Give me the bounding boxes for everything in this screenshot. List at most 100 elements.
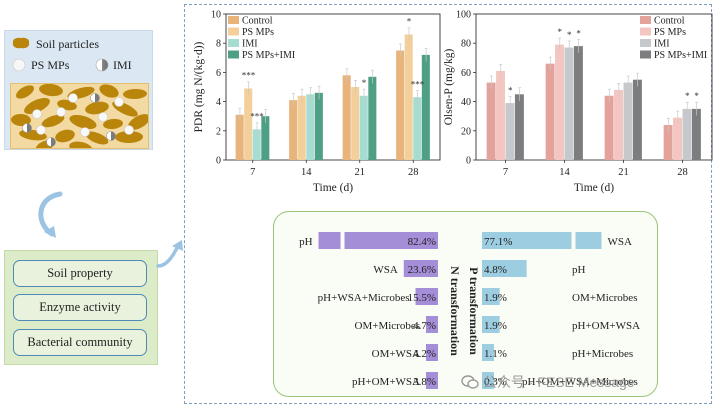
significance-mark: *: [694, 91, 699, 101]
n-bar-pH-part1: [318, 232, 341, 249]
n-value-label: 15.5%: [408, 292, 436, 304]
n-value-label: 4.7%: [413, 320, 436, 332]
ps-mp-particle: [56, 107, 66, 117]
significance-mark: *: [508, 85, 513, 95]
n-bar-pH+OM+WSA: [426, 372, 438, 389]
imi-particle-half: [51, 137, 56, 147]
bar-ps-mps-14: [297, 95, 306, 160]
soil-particle: [11, 113, 31, 127]
legend-swatch: [640, 50, 651, 59]
x-tick-label: 7: [250, 167, 255, 178]
ps-mp-particle: [36, 125, 46, 135]
factor-panel: Soil property Enzyme activity Bacterial …: [4, 250, 158, 365]
bar-ps-mps-21: [614, 89, 623, 160]
bar-control-21: [342, 75, 351, 160]
soil-particle: [24, 97, 50, 115]
bar-ps-mps-imi-14: [314, 92, 323, 160]
soil-particle: [69, 141, 93, 148]
legend-swatch: [640, 16, 651, 24]
x-tick-label: 14: [559, 167, 570, 178]
imi-particle-half: [111, 131, 116, 141]
x-axis-label: Time (d): [574, 182, 614, 194]
soil-particle: [103, 118, 123, 130]
bar-imi-21: [359, 95, 368, 160]
ps-mp-particle: [124, 125, 134, 135]
y-tick-label: 40: [461, 97, 471, 108]
n-bar-pH: [344, 232, 438, 249]
bar-imi-21: [623, 82, 633, 160]
bar-ps-mps-imi-28: [691, 108, 701, 160]
y-tick-label: 100: [456, 10, 471, 21]
legend-swatch: [640, 39, 651, 47]
x-tick-label: 7: [503, 167, 508, 178]
y-tick-label: 4: [216, 97, 221, 108]
n-bar-WSA: [403, 260, 438, 277]
p-value-label: 1.9%: [484, 320, 507, 332]
p-factor-label: WSA: [608, 236, 633, 248]
watermark: 公众号 · FESE Message: [461, 372, 635, 392]
y-tick-label: 0: [216, 156, 221, 167]
bar-ps-mps-imi-21: [632, 79, 642, 160]
p-factor-label: pH: [572, 264, 586, 276]
enzyme-activity-box: Enzyme activity: [13, 294, 147, 321]
y-tick-label: 8: [216, 39, 221, 50]
ps-mp-particle: [80, 127, 90, 137]
bar-imi-14: [306, 94, 315, 160]
p-bar-WSA: [482, 232, 572, 249]
bar-ps-mps-imi-14: [573, 46, 583, 161]
legend-label: IMI: [654, 39, 670, 50]
y-tick-label: 6: [216, 68, 221, 79]
bar-ps-mps-7: [244, 88, 253, 160]
p-bar-pH+OM+WSA: [482, 316, 500, 333]
legend-imi-label: IMI: [113, 58, 132, 72]
y-tick-label: 60: [461, 68, 471, 79]
y-axis-label: Olsen-P (mg/kg): [443, 49, 455, 126]
plot-frame: [475, 13, 713, 161]
soil-particle: [41, 114, 65, 128]
x-tick-label: 14: [301, 167, 312, 178]
bar-imi-28: [682, 108, 692, 160]
p-bar-OM+Microbes: [482, 288, 500, 305]
n-factor-label: pH+WSA+Microbes: [318, 292, 410, 304]
bar-ps-mps-7: [496, 70, 505, 160]
legend-swatch: [228, 16, 239, 24]
y-tick-label: 0: [466, 156, 471, 167]
soil-particle: [115, 130, 143, 144]
p-bar-pH: [482, 260, 527, 277]
imi-particle-half: [27, 123, 32, 133]
ps-mp-icon: [12, 58, 26, 72]
x-axis-label: Time (d): [313, 182, 353, 194]
p-value-label: 77.1%: [484, 236, 512, 248]
bar-ps-mps-imi-7: [514, 94, 524, 160]
bar-ps-mps-imi-7: [261, 116, 270, 160]
n-bar-OM+WSA: [426, 344, 438, 361]
soil-particle: [128, 114, 148, 130]
bar-control-7: [235, 114, 244, 160]
soil-particle: [55, 129, 75, 143]
bar-imi-7: [252, 129, 261, 160]
p-transformation-title: P transformation: [467, 267, 481, 355]
bar-imi-14: [564, 47, 574, 160]
soil-particle: [85, 101, 109, 115]
n-bar-OM+Microbes: [426, 316, 438, 333]
bar-control-14: [545, 63, 555, 160]
significance-mark: *: [685, 91, 690, 101]
watermark-text: 公众号 · FESE Message: [482, 374, 635, 390]
contribution-canvas: 82.4%pH23.6%WSA15.5%pH+WSA+Microbes4.7%O…: [299, 232, 640, 389]
bar-control-14: [289, 100, 298, 160]
soil-particle-icon: [12, 37, 30, 49]
legend-label: PS MPs+IMI: [242, 50, 295, 61]
bar-ps-mps-28: [673, 117, 682, 160]
n-transformation-title: N transformation: [448, 266, 462, 356]
curved-arrow-right-icon: [156, 240, 183, 268]
p-bar-pH+OM+WSA+Microbes: [482, 372, 494, 389]
legend-swatch: [228, 39, 239, 47]
significance-mark: *: [567, 30, 572, 40]
n-value-label: 23.6%: [408, 264, 436, 276]
legend-soil-particles-label: Soil particles: [36, 37, 99, 51]
ps-mp-particle: [114, 97, 124, 107]
legend-label: Control: [242, 16, 273, 27]
legend-swatch: [640, 27, 651, 36]
